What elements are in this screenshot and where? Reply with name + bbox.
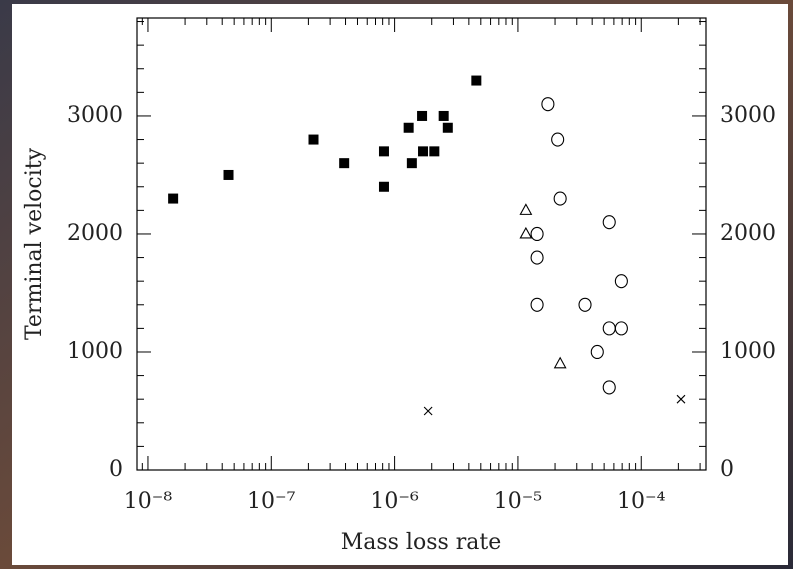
point (223, 169, 234, 180)
point (530, 250, 544, 265)
point (418, 146, 429, 157)
point (553, 191, 567, 206)
point (590, 344, 604, 360)
point (519, 203, 533, 215)
point (602, 380, 616, 395)
y-tick-label: 1000 (67, 339, 123, 364)
point (676, 394, 686, 404)
point (602, 215, 616, 230)
point (519, 226, 533, 239)
point (423, 406, 433, 416)
y-tick-label-right: 0 (720, 457, 734, 482)
x-tick-label: 10⁻⁶ (370, 489, 419, 514)
x-axis-label: Mass loss rate (341, 530, 502, 555)
x-tick-label: 10⁻⁷ (247, 489, 296, 514)
point (471, 75, 482, 86)
plot-panel (12, 4, 788, 565)
point (578, 297, 592, 312)
y-tick-label: 0 (109, 457, 123, 482)
y-tick-label: 2000 (67, 221, 123, 246)
x-tick-label: 10⁻⁸ (124, 489, 173, 514)
point (339, 158, 350, 169)
point (530, 226, 544, 242)
y-tick-label-right: 2000 (720, 221, 776, 246)
point (541, 97, 555, 112)
point (614, 274, 628, 289)
point (417, 110, 428, 121)
point (403, 122, 414, 133)
y-tick-label-right: 1000 (720, 339, 776, 364)
y-tick-label-right: 3000 (720, 103, 776, 128)
point (308, 134, 319, 145)
point (530, 297, 544, 312)
point (406, 158, 417, 169)
point (442, 122, 453, 133)
point (168, 193, 179, 204)
y-axis-label: Terminal velocity (22, 147, 47, 340)
point (429, 146, 440, 157)
point (551, 132, 565, 147)
x-tick-label: 10⁻⁵ (494, 489, 542, 514)
point (378, 181, 389, 192)
point (438, 110, 449, 121)
point (378, 146, 389, 157)
point (614, 321, 628, 336)
x-tick-label: 10⁻⁴ (617, 489, 666, 514)
plot-frame (136, 17, 707, 471)
y-tick-label: 3000 (67, 103, 123, 128)
point (553, 356, 567, 369)
